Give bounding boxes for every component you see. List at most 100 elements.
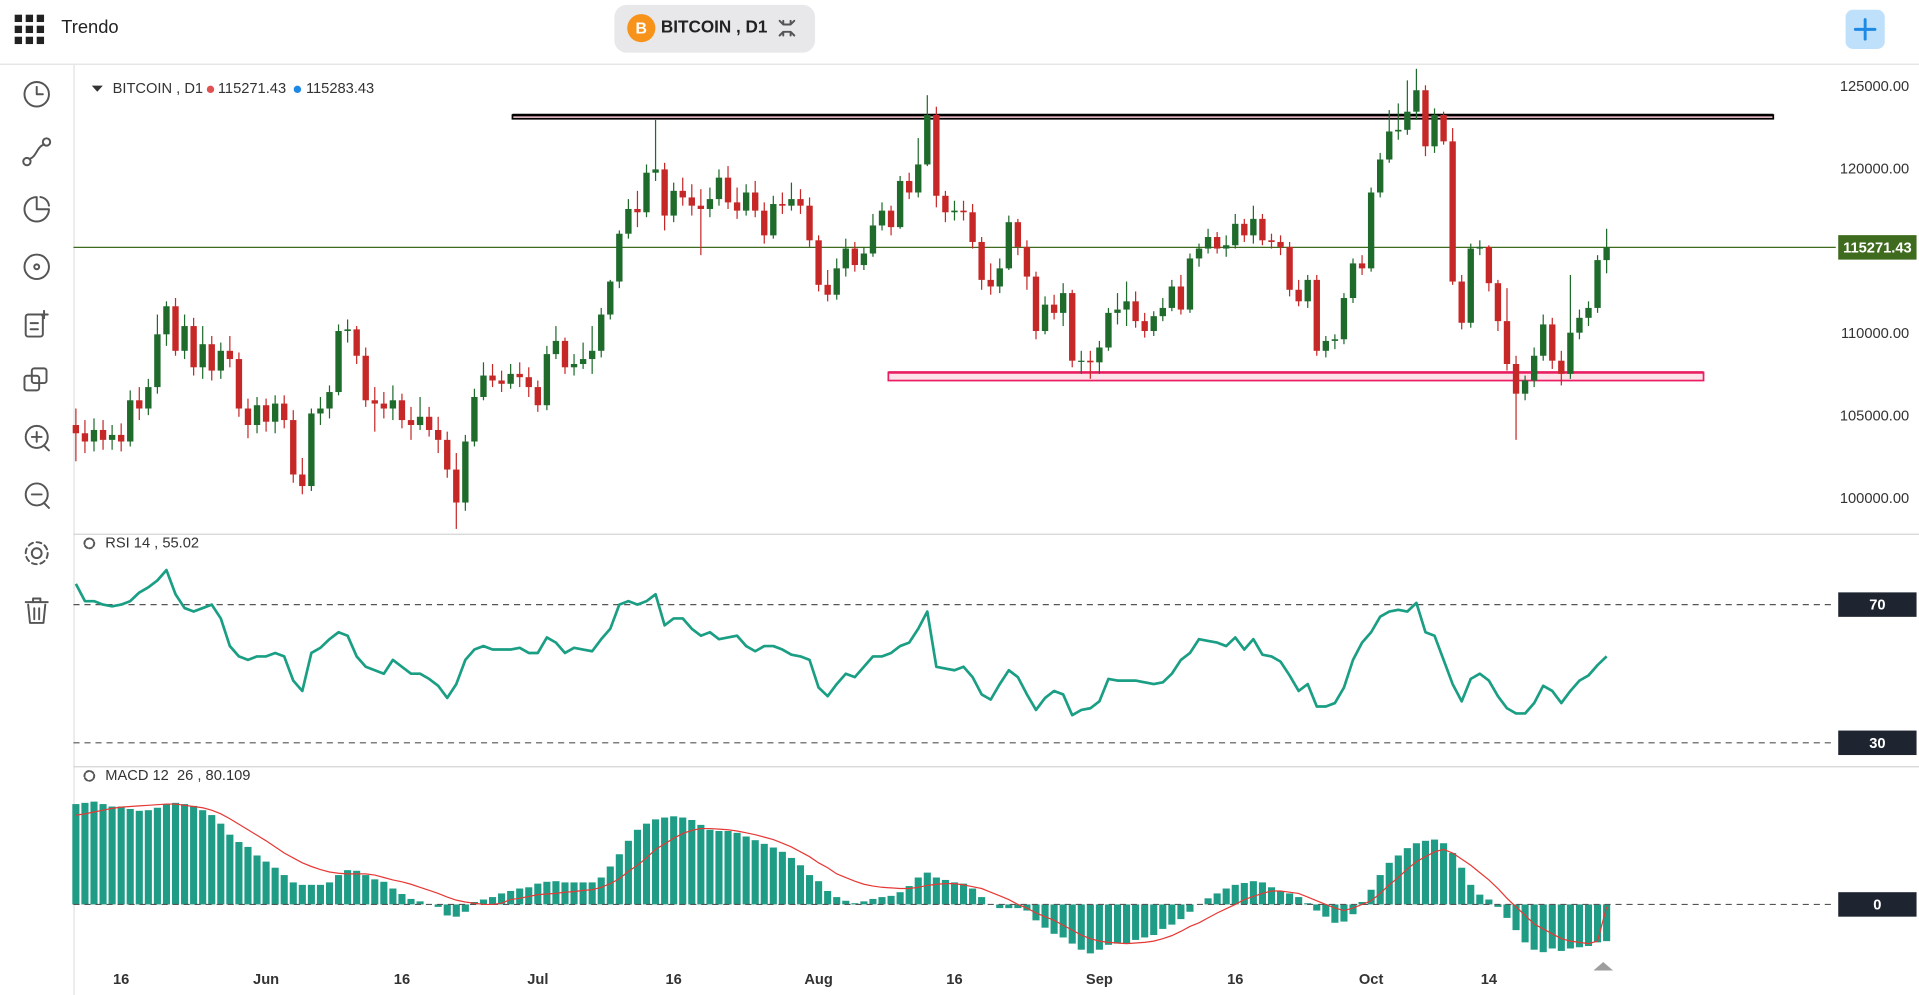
histogram-bar xyxy=(1412,843,1420,905)
histogram-bar xyxy=(1267,887,1276,905)
settings-tool[interactable] xyxy=(24,541,49,566)
histogram-bar xyxy=(280,875,288,905)
histogram-bar xyxy=(1150,904,1158,936)
histogram-bar xyxy=(226,834,234,905)
delete-tool[interactable] xyxy=(24,597,49,624)
candle-body xyxy=(706,199,714,209)
candle-body xyxy=(181,326,188,351)
histogram-bar xyxy=(1249,881,1257,905)
histogram-bar xyxy=(1322,904,1330,917)
y-tick-label: 125000.00 xyxy=(1840,79,1909,95)
candle-body xyxy=(127,400,134,442)
y-tick-label: 120000.00 xyxy=(1840,161,1909,177)
candle-body xyxy=(235,359,243,409)
y-tick-label: 110000.00 xyxy=(1841,326,1909,342)
apps-menu-button[interactable] xyxy=(14,14,45,45)
candle-body xyxy=(163,306,170,335)
x-tick-label: 16 xyxy=(1227,972,1243,988)
histogram-bar xyxy=(1095,904,1103,950)
histogram-bar xyxy=(932,877,940,905)
candle-body xyxy=(643,172,650,213)
collapse-arrow[interactable] xyxy=(91,85,103,92)
target-tool[interactable] xyxy=(23,253,50,281)
histogram-bar xyxy=(1485,899,1493,905)
candle-body xyxy=(978,241,985,280)
candle-body xyxy=(1032,276,1040,332)
candle-body xyxy=(1449,141,1456,282)
histogram-bar xyxy=(199,810,207,905)
histogram-bar xyxy=(334,875,343,905)
rsi-settings[interactable] xyxy=(83,537,96,550)
candle-body xyxy=(887,210,895,228)
histogram-bar xyxy=(1240,883,1248,905)
candle-body xyxy=(634,208,641,213)
candle-body xyxy=(81,433,89,442)
candle-body xyxy=(652,169,659,173)
candle-body xyxy=(1467,248,1474,323)
candle-body xyxy=(1503,321,1511,365)
candle-body xyxy=(1431,114,1438,147)
candle-body xyxy=(72,425,80,434)
candle-body xyxy=(1567,332,1574,374)
candle-body xyxy=(525,377,532,388)
bid-dot xyxy=(206,85,215,94)
histogram-bar xyxy=(516,888,524,905)
fib-tool[interactable] xyxy=(23,196,50,223)
candle-body xyxy=(1295,289,1302,302)
candle-body xyxy=(570,364,578,368)
candle-body xyxy=(507,373,514,384)
symbol-selector[interactable]: B BITCOIN , D1 xyxy=(614,4,816,53)
histogram-bar xyxy=(642,823,651,905)
histogram-bar xyxy=(1421,840,1430,905)
histogram-bar xyxy=(108,806,116,905)
notes-tool[interactable] xyxy=(24,309,49,338)
zoom-in-tool[interactable] xyxy=(24,424,50,452)
zoom-out-tool[interactable] xyxy=(24,482,50,509)
candle-body xyxy=(471,396,478,442)
histogram-bar xyxy=(1394,855,1402,905)
candle-body xyxy=(1603,247,1610,261)
candle-body xyxy=(1123,301,1130,310)
histogram-bar xyxy=(1113,904,1122,944)
x-tick-label: 16 xyxy=(946,972,962,988)
candle-body xyxy=(172,306,179,351)
candle-body xyxy=(987,279,994,287)
histogram-bar xyxy=(434,904,442,907)
histogram-bar xyxy=(1503,904,1511,918)
histogram-bar xyxy=(271,867,279,905)
histogram-bar xyxy=(1286,893,1294,905)
histogram-bar xyxy=(1295,897,1303,905)
histogram-bar xyxy=(1086,904,1094,954)
histogram-bar xyxy=(344,870,352,905)
candle-body xyxy=(1159,307,1166,317)
histogram-bar xyxy=(1449,853,1457,905)
candle-body xyxy=(779,204,786,206)
candle-body xyxy=(326,392,333,409)
layers-tool[interactable] xyxy=(23,367,48,392)
histogram-bar xyxy=(262,861,270,905)
histogram-bar xyxy=(1050,904,1058,934)
histogram-bar xyxy=(769,847,777,905)
histogram-bar xyxy=(688,819,696,905)
histogram-bar xyxy=(796,865,805,905)
candle-body xyxy=(905,180,913,193)
histogram-bar xyxy=(162,804,171,905)
histogram-bar xyxy=(181,804,189,905)
histogram-bar xyxy=(1594,904,1602,943)
candle-body xyxy=(1358,263,1366,269)
add-button[interactable] xyxy=(1845,9,1885,49)
history-tool[interactable] xyxy=(23,81,50,108)
scroll-to-latest[interactable] xyxy=(1593,961,1614,971)
histogram-bar xyxy=(244,846,252,905)
candle-body xyxy=(199,344,206,368)
macd-settings[interactable] xyxy=(83,770,96,782)
candle-body xyxy=(1232,223,1239,246)
histogram-bar xyxy=(452,904,460,917)
histogram-bar xyxy=(498,893,506,905)
trendline-tool[interactable] xyxy=(22,137,52,167)
histogram-bar xyxy=(1186,904,1194,912)
app-name: Trendo xyxy=(61,16,118,37)
